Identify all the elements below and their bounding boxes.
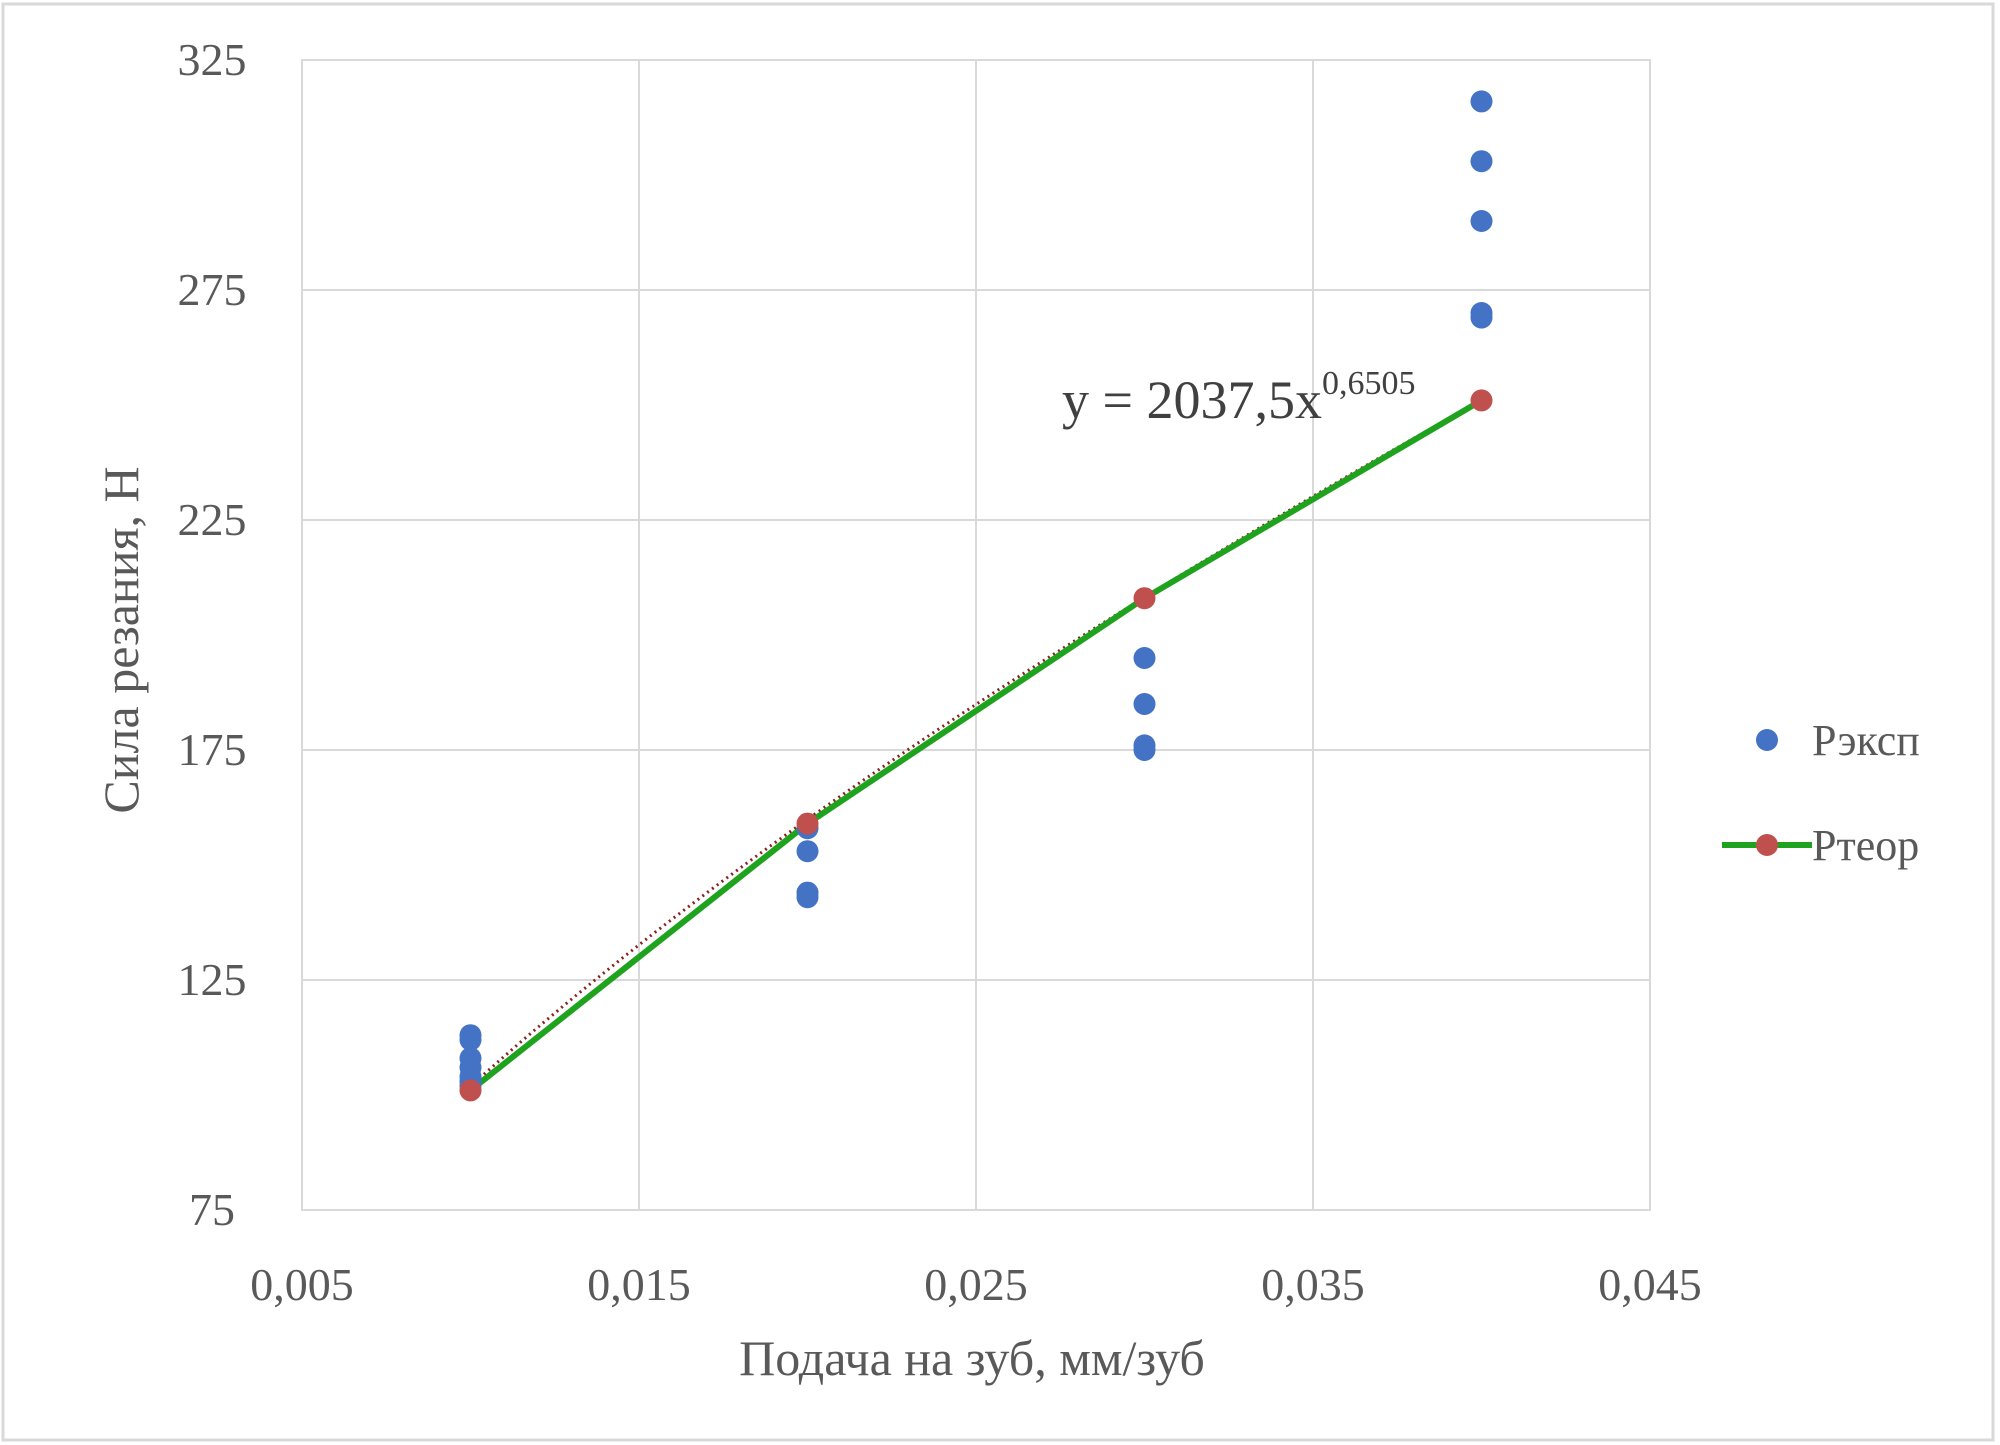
x-tick-label: 0,005 [250,1259,354,1310]
data-point-pexp [796,840,819,863]
legend-entry-pexp: Рэксп [1756,716,1920,765]
series-ptheor-points [459,389,1493,1102]
data-point-pexp [1470,306,1493,329]
y-tick-labels: 75 125 175 225 275 325 [178,34,247,1235]
x-tick-label: 0,045 [1598,1259,1702,1310]
y-tick-label: 125 [178,954,247,1005]
plot-border [301,59,1651,1211]
data-point-pexp [1470,210,1493,232]
y-tick-label: 75 [189,1184,235,1235]
x-tick-label: 0,025 [924,1259,1028,1310]
y-tick-label: 325 [178,34,247,85]
y-tick-label: 175 [178,724,247,775]
x-axis-title: Подача на зуб, мм/зуб [739,1330,1205,1386]
series-line-ptheor [468,397,1484,1093]
data-point-ptheor [459,1079,482,1102]
legend-label-ptheor: Ртеор [1812,821,1919,870]
x-tick-label: 0,035 [1261,1259,1365,1310]
x-tick-label: 0,015 [587,1259,691,1310]
y-axis-title: Сила резания, Н [93,466,149,813]
trendline-equation: y = 2037,5x0,6505 [1062,365,1415,430]
data-point-pexp [1470,150,1493,173]
y-tick-label: 275 [178,264,247,315]
data-point-ptheor [1133,587,1156,610]
data-point-pexp [1133,693,1156,715]
data-point-ptheor [1470,389,1493,412]
data-point-ptheor [796,812,819,835]
trendline-equation-main: y = 2037,5x [1062,370,1322,430]
legend: Рэксп Ртеор [1722,716,1920,870]
legend-marker-pexp [1756,729,1778,751]
legend-entry-ptheor: Ртеор [1722,821,1919,870]
trendline-equation-exponent: 0,6505 [1322,365,1416,402]
data-point-pexp [459,1028,482,1051]
data-point-pexp [1133,647,1156,669]
legend-label-pexp: Рэксп [1812,716,1920,765]
data-point-pexp [796,886,819,909]
x-tick-labels: 0,005 0,015 0,025 0,035 0,045 [250,1259,1702,1310]
data-point-pexp [1133,739,1156,761]
legend-marker-ptheor [1756,834,1778,856]
data-point-pexp [1470,90,1493,113]
y-tick-label: 225 [178,494,247,545]
